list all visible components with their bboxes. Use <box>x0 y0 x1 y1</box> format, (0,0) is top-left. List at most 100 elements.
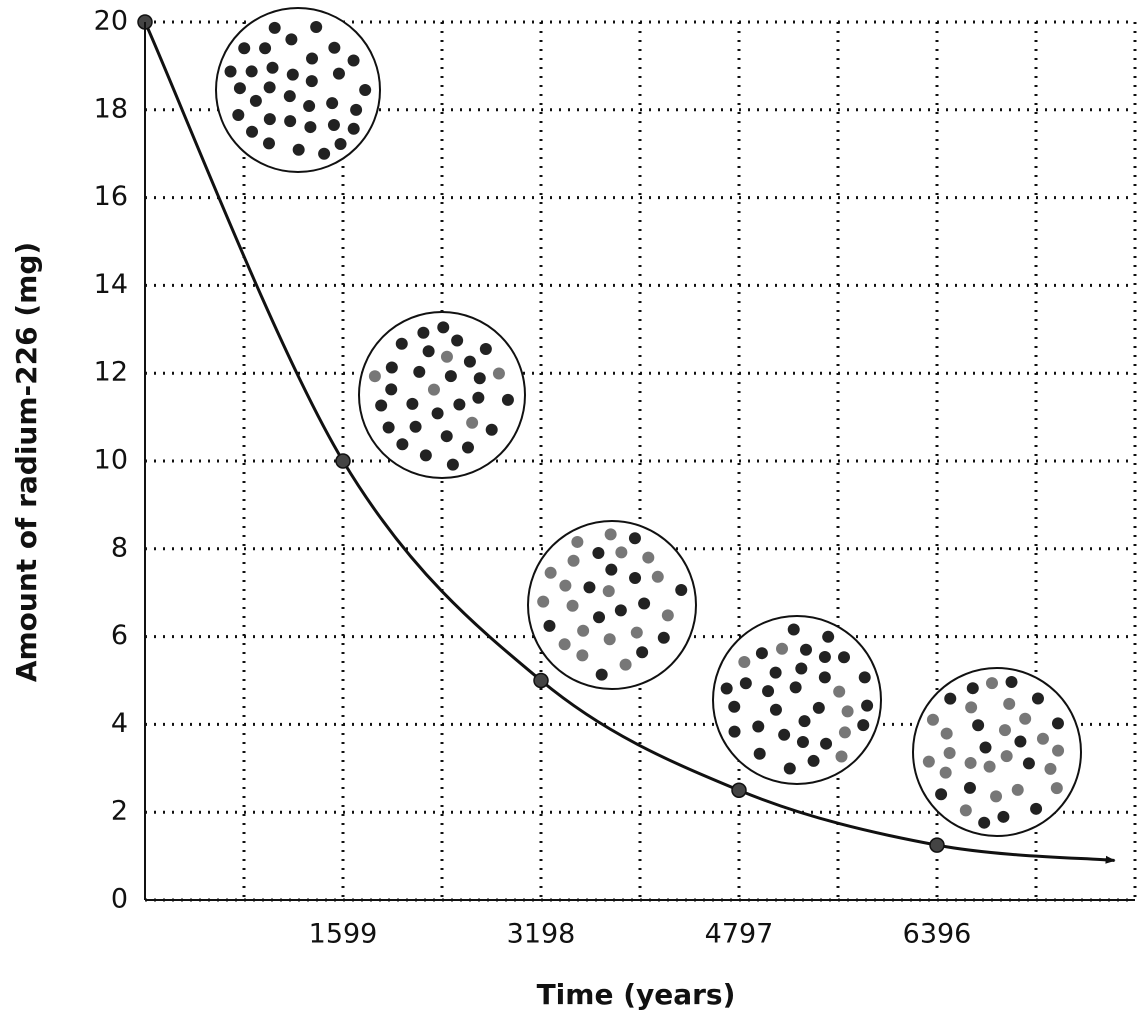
atom <box>739 677 752 690</box>
atom <box>858 671 871 684</box>
atom <box>422 345 435 358</box>
atom <box>642 551 655 564</box>
atom <box>1052 744 1065 757</box>
y-tick-label: 2 <box>111 796 128 827</box>
atom <box>347 122 360 135</box>
atom <box>752 720 765 733</box>
atom <box>1003 697 1016 710</box>
atom <box>332 67 345 80</box>
atom <box>796 735 809 748</box>
atom <box>798 715 811 728</box>
atom <box>795 662 808 675</box>
x-tick-label: 1599 <box>309 919 378 950</box>
atom <box>838 726 851 739</box>
atom <box>615 546 628 559</box>
y-tick-label: 0 <box>111 884 128 915</box>
atom <box>778 728 791 741</box>
atom <box>246 125 259 138</box>
atom <box>417 326 430 339</box>
atom <box>326 97 339 110</box>
atom <box>629 572 642 585</box>
atom <box>833 685 846 698</box>
atom <box>1036 732 1049 745</box>
atom <box>807 754 820 767</box>
atom <box>939 766 952 779</box>
atom <box>232 109 245 122</box>
atom <box>965 701 978 714</box>
atom <box>1031 692 1044 705</box>
atom <box>437 321 450 334</box>
atom <box>576 649 589 662</box>
atom <box>630 626 643 639</box>
atom <box>604 528 617 541</box>
y-tick-label: 10 <box>94 445 128 476</box>
atom <box>406 397 419 410</box>
atom <box>305 75 318 88</box>
atom <box>1000 750 1013 763</box>
atom <box>614 604 627 617</box>
illustrations <box>215 7 1082 837</box>
atom <box>787 623 800 636</box>
atom <box>419 449 432 462</box>
sample-circle <box>712 615 882 785</box>
atom <box>409 420 422 433</box>
atom <box>558 638 571 651</box>
atom <box>304 121 317 134</box>
atom <box>327 118 340 131</box>
atom <box>451 334 464 347</box>
y-tick-label: 20 <box>94 6 128 37</box>
atom <box>1051 717 1064 730</box>
atom <box>259 42 272 55</box>
atom <box>738 656 751 669</box>
atom <box>762 685 775 698</box>
atom <box>789 681 802 694</box>
x-axis-title: Time (years) <box>537 978 736 1011</box>
atom <box>396 438 409 451</box>
atom <box>303 100 316 113</box>
atom <box>944 692 957 705</box>
atom <box>413 365 426 378</box>
atom <box>334 137 347 150</box>
atom <box>605 563 618 576</box>
atom <box>818 671 831 684</box>
atom <box>1022 757 1035 770</box>
atom <box>466 416 479 429</box>
atom <box>284 115 297 128</box>
atom <box>347 54 360 67</box>
atom <box>1030 802 1043 815</box>
atom <box>285 33 298 46</box>
atom <box>266 61 279 74</box>
atom <box>350 103 363 116</box>
atom <box>776 642 789 655</box>
atom <box>619 658 632 671</box>
data-point <box>335 453 351 469</box>
atom <box>453 398 466 411</box>
y-tick-label: 4 <box>111 708 128 739</box>
atom <box>755 647 768 660</box>
atom <box>978 816 991 829</box>
atom <box>661 609 674 622</box>
atom <box>837 651 850 664</box>
atom <box>983 760 996 773</box>
atom <box>1019 712 1032 725</box>
atom <box>966 682 979 695</box>
atom <box>1050 782 1063 795</box>
atom <box>818 650 831 663</box>
atom <box>1014 735 1027 748</box>
atom <box>769 666 782 679</box>
atom <box>1011 783 1024 796</box>
atom <box>472 391 485 404</box>
atom <box>395 337 408 350</box>
atom <box>501 393 514 406</box>
atom <box>233 82 246 95</box>
y-tick-label: 12 <box>94 357 128 388</box>
atom <box>440 350 453 363</box>
atom <box>249 94 262 107</box>
atom <box>382 421 395 434</box>
atom <box>799 643 812 656</box>
atom <box>559 579 572 592</box>
atom <box>262 137 275 150</box>
plot <box>137 14 1116 864</box>
atom <box>492 367 505 380</box>
atom <box>537 595 550 608</box>
